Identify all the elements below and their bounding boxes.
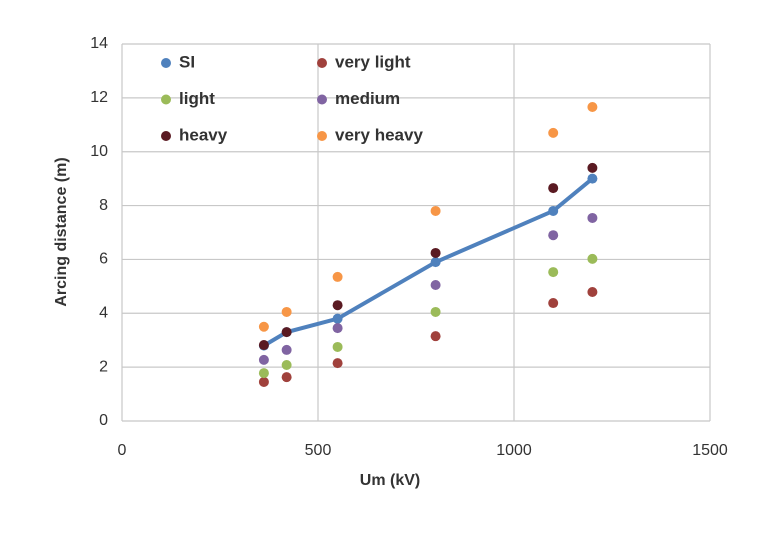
- point: [281, 372, 292, 383]
- point: [281, 306, 292, 317]
- point: [258, 376, 269, 387]
- point: [281, 344, 292, 355]
- point: [587, 102, 598, 113]
- point: [587, 253, 598, 264]
- x-axis-title: Um (kV): [360, 472, 420, 489]
- point: [587, 162, 598, 173]
- point: [258, 340, 269, 351]
- legend-marker: [161, 131, 171, 141]
- point: [258, 354, 269, 365]
- y-tick-label: 14: [90, 35, 108, 52]
- legend-label: very light: [335, 52, 411, 71]
- series-line: [262, 177, 594, 348]
- legend-marker: [317, 58, 327, 68]
- x-tick-label: 1500: [692, 442, 728, 459]
- legend-label: medium: [335, 89, 400, 108]
- y-tick-label: 2: [99, 358, 108, 375]
- point: [332, 313, 343, 324]
- point: [430, 257, 441, 268]
- point: [430, 205, 441, 216]
- y-tick-label: 8: [99, 197, 108, 214]
- y-axis-title: Arcing distance (m): [53, 157, 70, 306]
- point: [587, 287, 598, 298]
- point: [258, 321, 269, 332]
- point: [430, 331, 441, 342]
- legend-marker: [161, 58, 171, 68]
- legend-marker: [161, 94, 171, 105]
- point: [548, 298, 559, 309]
- legend-label: heavy: [179, 125, 228, 144]
- x-tick-label: 0: [118, 442, 127, 459]
- point: [548, 127, 559, 138]
- point: [587, 173, 598, 184]
- y-tick-label: 6: [99, 251, 108, 268]
- point: [258, 368, 269, 379]
- point: [430, 247, 441, 258]
- point: [548, 205, 559, 216]
- y-tick-label: 10: [90, 143, 108, 160]
- y-tick-label: 4: [99, 305, 108, 322]
- point: [332, 271, 343, 282]
- legend-marker: [317, 94, 327, 105]
- legend-label: SI: [179, 52, 195, 71]
- legend-marker: [317, 131, 327, 141]
- point: [332, 323, 343, 334]
- x-tick-label: 1000: [496, 442, 532, 459]
- point: [332, 341, 343, 352]
- point: [430, 306, 441, 317]
- legend-label: very heavy: [335, 125, 423, 144]
- point: [430, 280, 441, 291]
- point: [281, 359, 292, 370]
- x-tick-label: 500: [305, 442, 332, 459]
- y-tick-label: 0: [99, 412, 108, 429]
- point: [281, 327, 292, 338]
- point: [548, 230, 559, 241]
- legend-label: light: [179, 89, 215, 108]
- point: [548, 267, 559, 278]
- point: [332, 358, 343, 369]
- point: [587, 212, 598, 223]
- y-tick-label: 12: [90, 89, 108, 106]
- point: [332, 300, 343, 311]
- point: [548, 183, 559, 194]
